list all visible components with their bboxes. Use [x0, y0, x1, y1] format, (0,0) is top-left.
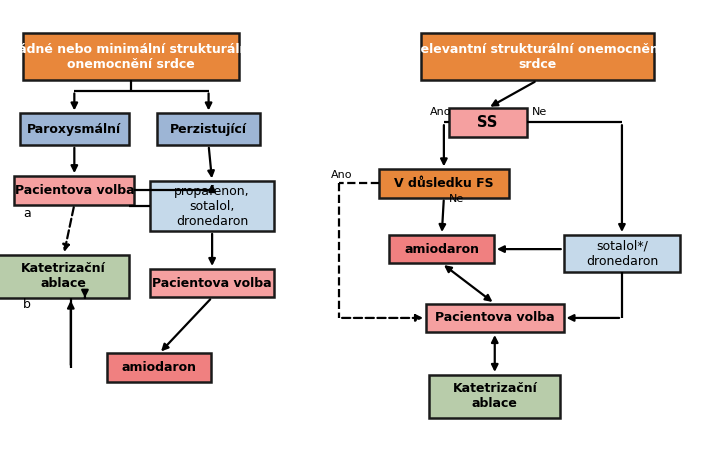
- Text: amiodaron: amiodaron: [122, 361, 197, 374]
- Text: a: a: [23, 207, 30, 220]
- FancyBboxPatch shape: [379, 169, 509, 198]
- Text: propafenon,
sotalol,
dronedaron: propafenon, sotalol, dronedaron: [174, 185, 250, 228]
- FancyBboxPatch shape: [420, 33, 654, 80]
- Text: b: b: [23, 298, 30, 311]
- Text: Ano: Ano: [430, 107, 451, 116]
- Text: Žádné nebo minimální strukturální
onemocnění srdce: Žádné nebo minimální strukturální onemoc…: [9, 43, 252, 71]
- Text: Katetrizační
ablace: Katetrizační ablace: [22, 262, 106, 290]
- FancyBboxPatch shape: [389, 235, 494, 263]
- Text: Pacientova volba: Pacientova volba: [435, 311, 554, 324]
- Text: Pacientova volba: Pacientova volba: [14, 184, 134, 197]
- Text: SS: SS: [477, 115, 498, 130]
- Text: Ne: Ne: [448, 194, 464, 204]
- FancyBboxPatch shape: [0, 255, 129, 298]
- Text: Paroxysmální: Paroxysmální: [27, 122, 121, 136]
- Text: Ano: Ano: [331, 170, 353, 180]
- Text: V důsledku FS: V důsledku FS: [394, 177, 494, 190]
- Text: amiodaron: amiodaron: [404, 243, 479, 255]
- Text: Ne: Ne: [531, 107, 547, 116]
- FancyBboxPatch shape: [19, 113, 129, 145]
- Text: Perzistující: Perzistující: [170, 122, 247, 136]
- FancyBboxPatch shape: [107, 353, 211, 382]
- FancyBboxPatch shape: [150, 181, 274, 231]
- FancyBboxPatch shape: [14, 176, 134, 205]
- FancyBboxPatch shape: [448, 108, 526, 137]
- FancyBboxPatch shape: [23, 33, 239, 80]
- FancyBboxPatch shape: [564, 235, 680, 273]
- Text: sotalol*/
dronedaron: sotalol*/ dronedaron: [585, 240, 658, 267]
- FancyBboxPatch shape: [157, 113, 260, 145]
- FancyBboxPatch shape: [426, 304, 564, 332]
- Text: Katetrizační
ablace: Katetrizační ablace: [452, 382, 537, 410]
- FancyBboxPatch shape: [430, 375, 560, 418]
- FancyBboxPatch shape: [150, 269, 274, 298]
- Text: Relevantní strukturální onemocnění
srdce: Relevantní strukturální onemocnění srdce: [411, 43, 663, 71]
- Text: Pacientova volba: Pacientova volba: [152, 277, 272, 290]
